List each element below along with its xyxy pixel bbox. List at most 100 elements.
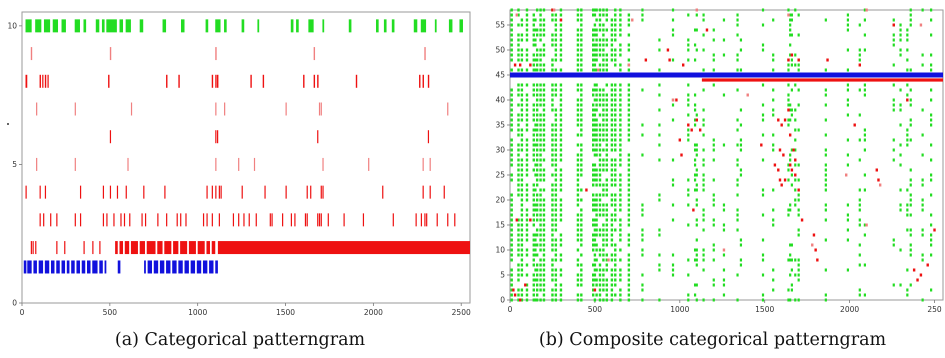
b-point-green [525,163,529,167]
b-point-green [605,203,608,207]
b-point-pink [671,98,675,102]
b-point-green [525,168,529,172]
a-tick-mark-red [206,185,208,199]
b-point-red [788,163,792,167]
b-point-green [534,208,537,212]
b-point-green [712,258,715,262]
b-point-green [790,33,793,37]
b-point-green [510,153,513,157]
b-point-green [712,178,715,182]
b-point-green [687,93,690,97]
b-point-green [739,263,743,267]
b-point-red [675,98,678,102]
b-point-green [610,288,614,292]
b-x-tick-label: 500 [588,305,603,314]
b-point-green [627,128,631,132]
b-point-green [602,183,605,187]
a-tick-mark-pink [424,47,426,61]
b-point-green [517,288,520,292]
a-tick-mark-red [185,213,187,227]
b-point-green [551,153,554,157]
b-point-green [899,103,902,107]
b-point-green [592,8,595,12]
b-point-green [593,113,597,117]
b-point-green [559,298,563,302]
b-point-green [539,8,542,12]
b-point-green [863,173,866,177]
a-tick-mark-red [157,213,159,227]
a-marks [23,19,470,274]
b-point-green [846,98,850,102]
b-point-green [539,53,542,57]
b-point-green [602,43,605,47]
b-point-green [602,288,605,292]
b-point-green [619,158,622,162]
b-point-green [559,113,563,117]
b-point-green [535,218,539,222]
b-point-green [525,38,529,42]
b-point-green [605,133,608,137]
b-point-green [520,163,524,167]
b-point-green [593,173,597,177]
b-point-green [542,238,546,242]
b-point-red [919,273,923,277]
b-point-green [712,148,715,152]
b-point-green [595,233,598,237]
b-point-red [777,118,780,122]
b-point-green [559,208,563,212]
a-tick-mark-red [317,130,319,144]
b-point-green [921,233,924,237]
b-point-green [576,48,580,52]
b-point-green [593,98,597,102]
b-point-green [863,188,866,192]
b-point-red [816,258,819,262]
b-point-green [702,158,705,162]
b-point-green [614,198,617,202]
b-point-green [605,148,608,152]
b-point-green [605,218,608,222]
b-point-green [532,208,535,212]
b-point-green [702,253,705,257]
b-point-green [772,18,775,22]
b-point-green [858,158,861,162]
b-point-green [846,218,850,222]
b-point-green [846,163,850,167]
a-tick-mark-green [383,19,387,33]
a-tick-mark-blue [99,260,103,274]
b-point-green [520,248,524,252]
a-tick-mark-green [413,19,418,33]
b-point-green [525,53,529,57]
b-point-pink [722,248,726,252]
a-tick-mark-red [211,241,216,255]
b-point-green [532,203,535,207]
b-point-green [702,248,705,252]
b-point-green [539,178,542,182]
b-point-green [554,283,558,287]
b-point-green [687,293,690,297]
b-point-green [614,268,617,272]
b-point-green [614,53,617,57]
b-point-green [736,178,739,182]
b-point-green [510,118,513,122]
b-point-green [761,43,765,47]
b-point-green [517,33,520,37]
b-point-red [912,268,916,272]
b-point-green [539,63,542,67]
b-point-green [858,288,861,292]
b-point-green [520,263,524,267]
b-point-green [619,153,622,157]
b-point-green [554,88,558,92]
b-point-green [921,228,924,232]
b-point-green [772,133,775,137]
b-point-green [687,48,690,52]
b-point-green [559,33,563,37]
b-point-green [598,143,602,147]
b-point-green [595,68,598,72]
b-point-green [702,148,705,152]
b-point-green [592,118,595,122]
b-point-green [787,118,790,122]
b-point-red [783,178,787,182]
b-point-green [598,278,602,282]
b-point-green [930,143,933,147]
b-point-green [593,83,597,87]
